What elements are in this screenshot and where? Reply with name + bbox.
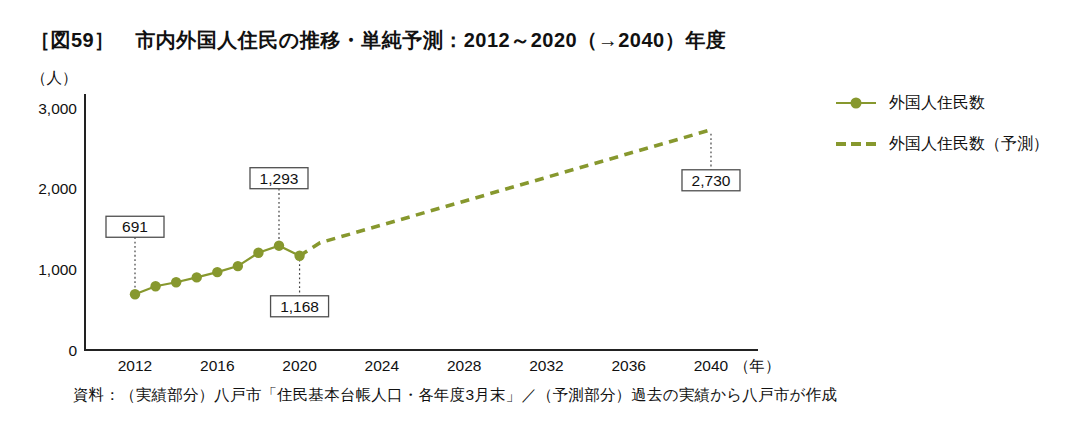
axes	[85, 94, 758, 350]
x-tick-label: 2040	[694, 357, 729, 374]
data-point-marker	[171, 277, 181, 287]
data-point-marker	[130, 289, 140, 299]
legend: 外国人住民数 外国人住民数（予測）	[836, 91, 1049, 156]
solid-line-dot-swatch	[836, 97, 876, 109]
x-tick-label: 2032	[529, 357, 563, 374]
x-tick-label: 2036	[611, 357, 645, 374]
source-note: 資料：（実績部分）八戸市「住民基本台帳人口・各年度3月末」／（予測部分）過去の実…	[73, 385, 837, 406]
legend-dash	[836, 142, 846, 146]
data-point-marker	[150, 281, 160, 291]
x-axis-unit-label: （年）	[734, 357, 781, 374]
x-tick-label: 2016	[200, 357, 234, 374]
x-tick-label: 2020	[282, 357, 317, 374]
forecast-line	[300, 130, 711, 256]
legend-dash	[851, 142, 861, 146]
data-point-marker	[212, 267, 222, 277]
legend-label-forecast: 外国人住民数（予測）	[889, 134, 1049, 155]
x-tick-label: 2028	[447, 357, 481, 374]
legend-marker-dot	[851, 98, 862, 109]
y-tick-label: 0	[68, 342, 77, 359]
x-tick-label: 2012	[118, 357, 152, 374]
legend-entry-actual: 外国人住民数	[836, 91, 1049, 115]
y-tick-label: 2,000	[38, 180, 77, 197]
figure-59-page: ［図59］ 市内外国人住民の推移・単純予測：2012～2020（→2040）年度…	[0, 0, 1080, 425]
data-point-marker	[253, 248, 263, 258]
line-chart: 0 1,000 2,000 3,000 2012 2016 2020 2024 2028 2032…	[0, 0, 1080, 425]
data-point-marker	[233, 261, 243, 271]
y-tick-label: 3,000	[38, 100, 77, 117]
data-point-marker	[294, 251, 304, 261]
annotation-value: 2,730	[692, 172, 731, 189]
x-tick-label: 2024	[365, 357, 400, 374]
annotation-value: 1,168	[280, 298, 319, 315]
legend-label-actual: 外国人住民数	[889, 93, 985, 114]
annotation-value: 691	[122, 218, 148, 235]
legend-dash	[866, 142, 876, 146]
annotation-value: 1,293	[260, 170, 299, 187]
data-point-marker	[192, 272, 202, 282]
y-tick-label: 1,000	[38, 261, 77, 278]
dashed-line-swatch	[836, 138, 876, 150]
legend-entry-forecast: 外国人住民数（予測）	[836, 132, 1049, 156]
data-point-marker	[274, 240, 284, 250]
